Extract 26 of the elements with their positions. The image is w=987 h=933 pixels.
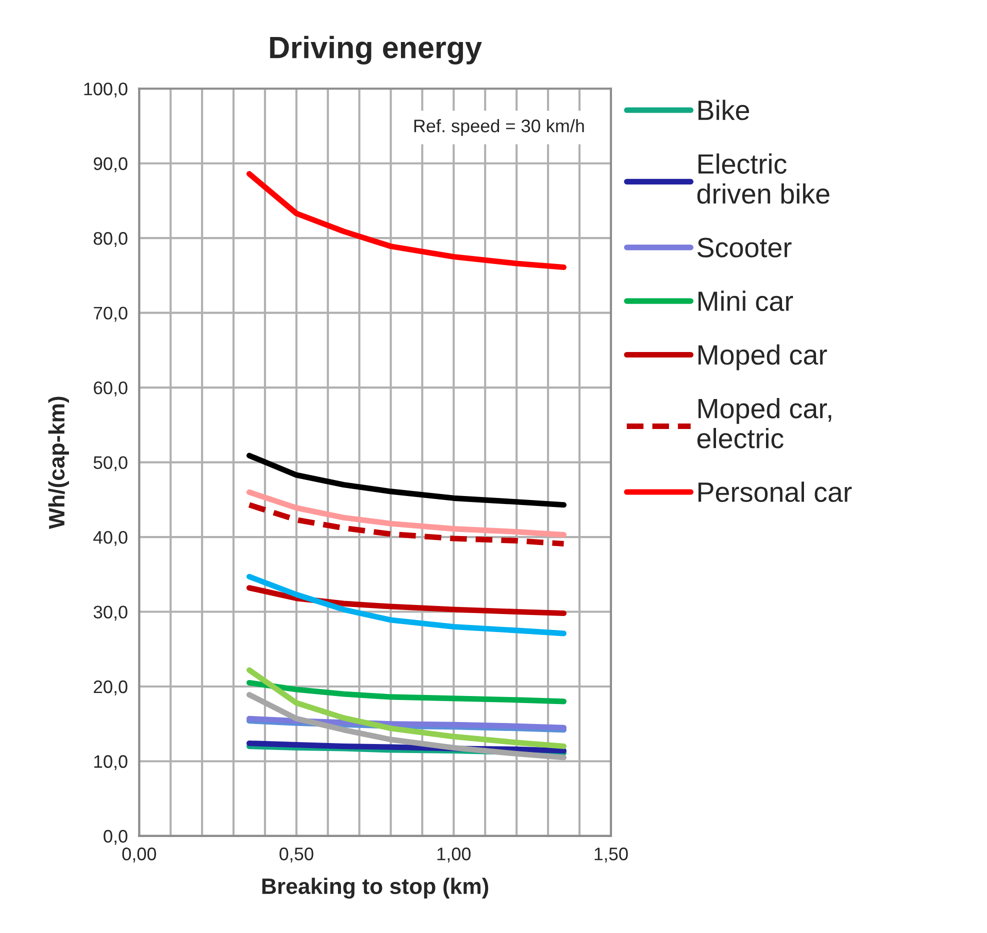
x-tick-label: 0,00 <box>122 848 156 862</box>
annotation: Ref. speed = 30 km/h <box>414 119 584 136</box>
y-tick-label: 40,0 <box>93 530 128 546</box>
legend-label: Scooter <box>697 238 792 258</box>
y-tick-label: 60,0 <box>94 382 128 396</box>
x-tick-label: 0,50 <box>280 848 314 862</box>
y-tick-label: 70,0 <box>94 306 128 322</box>
legend-label: Moped car <box>698 344 828 370</box>
y-tick-label: 20,0 <box>94 680 128 696</box>
y-tick-label: 90,0 <box>94 157 128 172</box>
legend-label: Mini car <box>698 290 793 312</box>
x-tick-label: 1,00 <box>438 848 471 862</box>
legend-label: Moped car, electric <box>697 398 832 448</box>
chart-title: Driving energy <box>270 36 482 65</box>
legend-label: Personal car <box>698 482 852 502</box>
legend-label: Electric driven bike <box>697 153 830 204</box>
y-tick-label: 50,0 <box>94 456 128 472</box>
y-tick-label: 100,0 <box>84 82 128 98</box>
legend-label: Bike <box>698 100 750 120</box>
y-tick-label: 30,0 <box>94 606 128 621</box>
x-axis-title: Breaking to stop (km) <box>262 878 488 899</box>
y-tick-label: 0,0 <box>104 830 128 845</box>
x-tick-label: 1,50 <box>594 848 628 862</box>
y-tick-label: 10,0 <box>94 755 128 770</box>
y-axis-title: Wh/(cap-km) <box>48 396 69 529</box>
y-tick-label: 80,0 <box>94 232 128 247</box>
